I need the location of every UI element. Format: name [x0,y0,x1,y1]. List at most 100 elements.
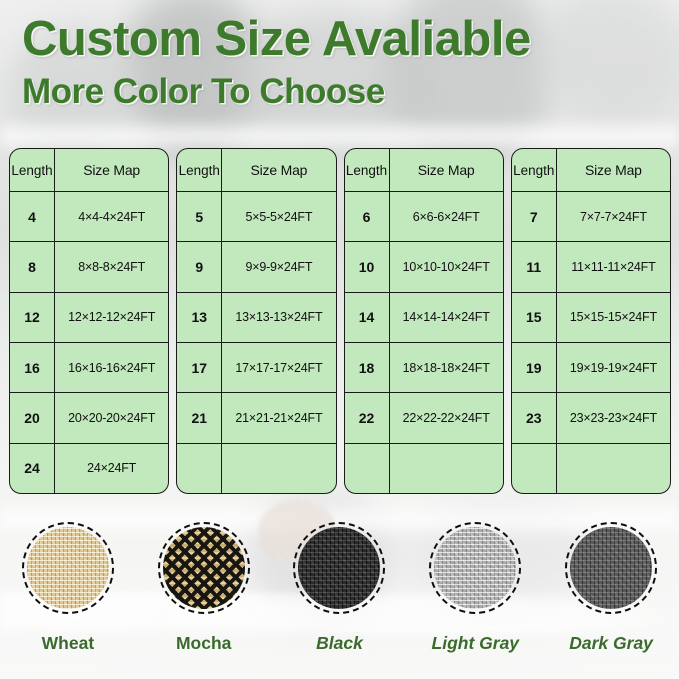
cell-size-map [390,444,503,493]
cell-length: 6 [345,192,390,242]
cell-length: 12 [10,292,55,342]
cell-size-map: 4×4-4×24FT [78,209,146,224]
table-row: 21 21×21-21×24FT [177,393,336,444]
cell-size-map [222,444,335,493]
fabric-texture-icon [434,527,517,609]
fabric-texture-icon [162,527,245,609]
cell-size-map: 16×16-16×24FT [68,360,156,375]
size-table-1: Length Size Map 4 4×4-4×24FT 8 8×8-8×24FT 12 12… [9,148,170,494]
column-header-length: Length [345,149,390,191]
fabric-texture-icon [26,527,109,609]
cell-size-map: 14×14-14×24FT [402,310,490,325]
cell-length: 18 [345,342,390,393]
swatch-light-gray[interactable]: Light Gray [407,522,543,672]
table-row: 24 24×24FT [10,443,168,493]
cell-size-map: 24×24FT [87,461,137,476]
swatch-mocha[interactable]: Mocha [136,522,272,672]
column-header-size-map: Size Map [417,162,475,178]
size-table-2: Length Size Map 5 5×5-5×24FT 9 9×9-9×24FT 13 13… [176,148,337,494]
table-row: 23 23×23-23×24FT [511,393,670,444]
cell-length: 8 [10,242,55,292]
cell-length: 23 [512,393,557,443]
cell-size-map: 10×10-10×24FT [402,259,490,274]
column-header-length: Length [177,149,223,191]
swatch-dashed-ring [565,522,658,614]
table-header-row: Length Size Map [10,149,169,192]
swatch-label: Dark Gray [569,633,653,653]
swatch-black[interactable]: Black [272,522,408,672]
table-row: 8 8×8-8×24FT [10,242,169,293]
cell-length: 20 [10,393,55,443]
cell-length: 16 [10,342,55,393]
size-table-4: Length Size Map 7 7×7-7×24FT 11 11×11-11×24FT… [510,148,671,494]
column-header-size-map: Size Map [250,162,308,178]
table-row: 10 10×10-10×24FT [344,242,503,293]
table-row: 14 14×14-14×24FT [344,292,503,343]
table-row: 5 5×5-5×24FT [177,192,336,243]
cell-size-map: 5×5-5×24FT [245,209,313,224]
cell-size-map: 15×15-15×24FT [569,310,657,325]
cell-length [177,443,223,493]
swatch-dark-gray[interactable]: Dark Gray [543,522,679,672]
cell-length [345,443,390,493]
table-row: 15 15×15-15×24FT [511,292,670,343]
cell-size-map [557,444,670,493]
swatch-dashed-ring [21,522,114,614]
cell-length: 11 [512,242,557,292]
cell-length: 17 [177,342,223,393]
swatch-dashed-ring [293,522,386,614]
fabric-texture-icon [570,527,653,609]
table-row: 22 22×22-22×24FT [344,393,503,444]
cell-size-map: 22×22-22×24FT [402,410,490,425]
table-row [345,443,503,493]
cell-size-map: 21×21-21×24FT [235,410,323,425]
cell-length: 4 [10,192,55,242]
table-row: 6 6×6-6×24FT [344,192,503,243]
color-swatch-group: Wheat Mocha Black Light Gray Dark Gray [0,522,679,672]
table-row: 11 11×11-11×24FT [511,242,670,293]
cell-size-map: 17×17-17×24FT [235,360,323,375]
cell-size-map: 6×6-6×24FT [412,209,480,224]
cell-length: 21 [177,393,223,443]
size-table-3: Length Size Map 6 6×6-6×24FT 10 10×10-10×24FT… [343,148,504,494]
cell-length: 10 [345,242,390,292]
table-row: 19 19×19-19×24FT [511,342,670,394]
cell-length: 13 [177,292,223,342]
table-row: 12 12×12-12×24FT [10,292,169,343]
table-row: 7 7×7-7×24FT [511,192,670,243]
swatch-dashed-ring [157,522,250,614]
fabric-texture-icon [298,527,381,609]
cell-length: 7 [512,192,557,242]
swatch-wheat[interactable]: Wheat [0,522,136,672]
heading-primary: Custom Size Avaliable [22,12,531,66]
column-header-size-map: Size Map [83,162,140,178]
table-row: 13 13×13-13×24FT [177,292,336,343]
swatch-dashed-ring [429,522,522,614]
size-chart-group: Length Size Map 4 4×4-4×24FT 8 8×8-8×24FT 12 12… [9,148,671,494]
cell-length: 14 [345,292,390,342]
table-header-row: Length Size Map [177,149,336,192]
cell-size-map: 19×19-19×24FT [569,360,657,375]
cell-length: 9 [177,242,223,292]
cell-size-map: 23×23-23×24FT [569,410,657,425]
column-header-length: Length [10,149,55,191]
cell-length: 19 [512,342,557,393]
table-header-row: Length Size Map [511,149,670,192]
swatch-label: Wheat [41,633,95,653]
cell-size-map: 12×12-12×24FT [68,310,156,325]
cell-length: 15 [512,292,557,342]
column-header-length: Length [512,149,557,191]
cell-size-map: 13×13-13×24FT [235,310,323,325]
cell-size-map: 9×9-9×24FT [245,259,313,274]
table-row: 20 20×20-20×24FT [10,393,169,444]
cell-size-map: 7×7-7×24FT [579,209,647,224]
table-row [177,443,335,493]
swatch-label: Mocha [175,633,232,653]
table-row: 4 4×4-4×24FT [10,192,169,243]
cell-size-map: 18×18-18×24FT [402,360,490,375]
table-row: 17 17×17-17×24FT [177,342,336,394]
table-row: 18 18×18-18×24FT [344,342,503,394]
heading-block: Custom Size Avaliable More Color To Choo… [22,14,662,110]
background-highlight-band [0,118,679,152]
